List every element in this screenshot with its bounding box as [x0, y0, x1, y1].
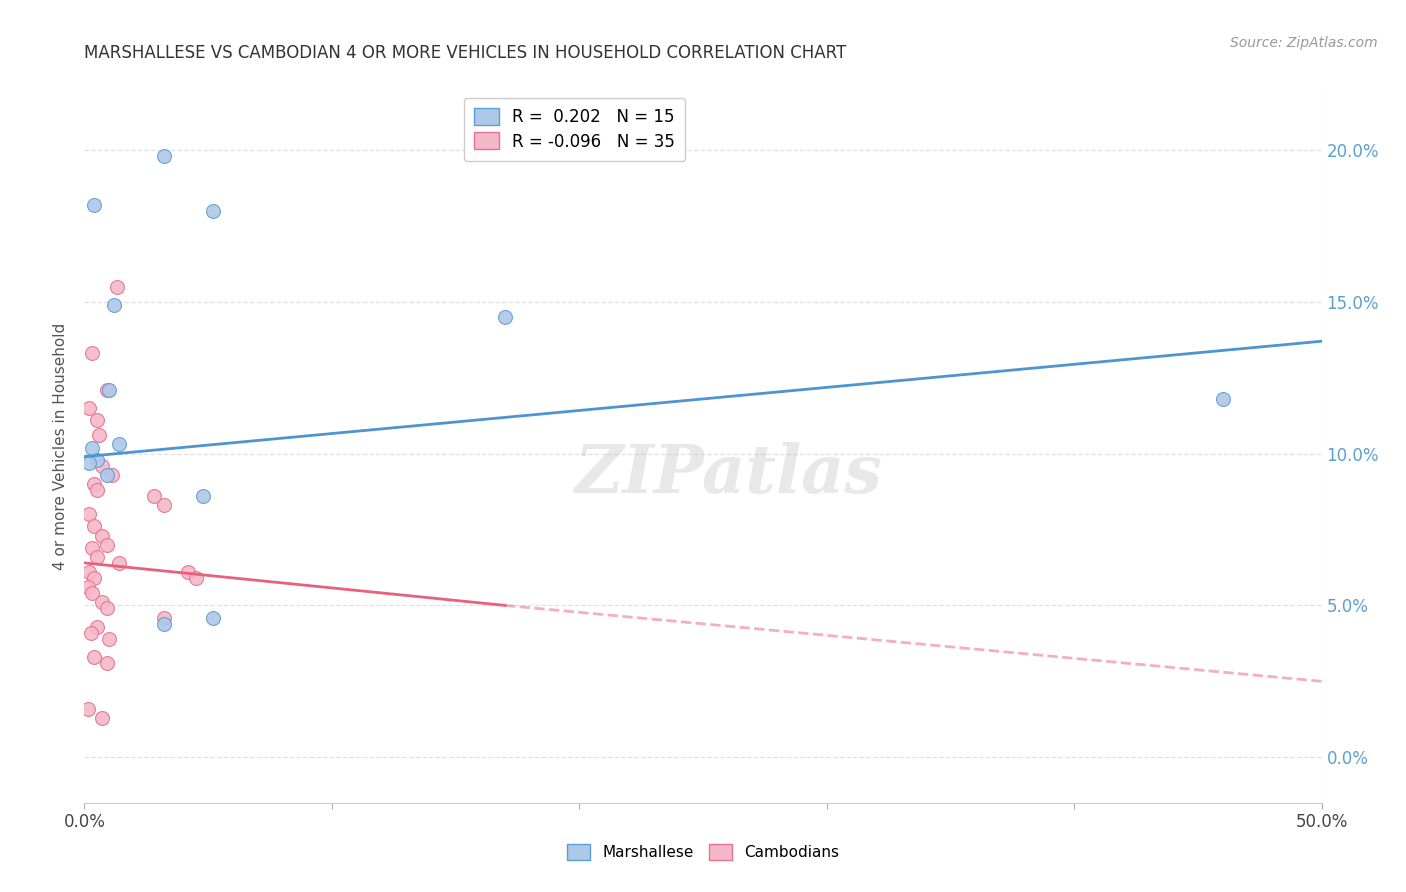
Point	[79, 508, 101, 522]
Point	[152, 498, 174, 512]
Point	[177, 565, 200, 579]
Point	[96, 538, 118, 552]
Point	[83, 197, 105, 211]
Point	[77, 580, 100, 594]
Point	[98, 632, 121, 646]
Point	[90, 528, 112, 542]
Point	[90, 458, 112, 473]
Point	[90, 711, 112, 725]
Point	[83, 650, 105, 665]
Point	[86, 483, 108, 497]
Point	[86, 413, 108, 427]
Point	[89, 428, 111, 442]
Point	[80, 541, 103, 555]
Point	[96, 656, 118, 670]
Point	[202, 610, 225, 624]
Point	[77, 701, 100, 715]
Point	[83, 519, 105, 533]
Point	[90, 595, 112, 609]
Point	[83, 571, 105, 585]
Text: Source: ZipAtlas.com: Source: ZipAtlas.com	[1230, 36, 1378, 50]
Point	[79, 401, 101, 415]
Text: ZIPatlas: ZIPatlas	[574, 442, 882, 507]
Point	[86, 620, 108, 634]
Point	[142, 489, 165, 503]
Point	[86, 452, 108, 467]
Text: MARSHALLESE VS CAMBODIAN 4 OR MORE VEHICLES IN HOUSEHOLD CORRELATION CHART: MARSHALLESE VS CAMBODIAN 4 OR MORE VEHIC…	[84, 45, 846, 62]
Point	[79, 565, 101, 579]
Point	[98, 383, 121, 397]
Point	[96, 467, 118, 482]
Point	[80, 586, 103, 600]
Point	[96, 601, 118, 615]
Point	[152, 610, 174, 624]
Point	[152, 616, 174, 631]
Legend: Marshallese, Cambodians: Marshallese, Cambodians	[561, 838, 845, 866]
Point	[1212, 392, 1234, 406]
Point	[96, 383, 118, 397]
Point	[202, 203, 225, 218]
Point	[80, 441, 103, 455]
Point	[184, 571, 207, 585]
Point	[80, 346, 103, 360]
Point	[191, 489, 214, 503]
Point	[79, 456, 101, 470]
Point	[100, 467, 122, 482]
Point	[103, 298, 125, 312]
Y-axis label: 4 or more Vehicles in Household: 4 or more Vehicles in Household	[53, 322, 69, 570]
Point	[494, 310, 516, 324]
Point	[152, 149, 174, 163]
Point	[86, 549, 108, 564]
Point	[108, 556, 131, 570]
Point	[108, 437, 131, 451]
Point	[105, 279, 128, 293]
Point	[83, 477, 105, 491]
Point	[79, 625, 101, 640]
